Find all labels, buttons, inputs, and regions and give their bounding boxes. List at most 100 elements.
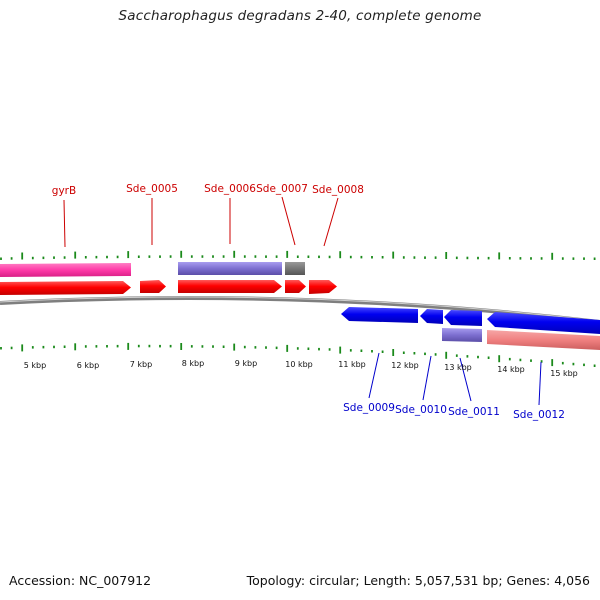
minor-tick <box>540 360 543 363</box>
gene-gyrB-bar[interactable] <box>0 263 131 277</box>
minor-tick <box>466 256 469 260</box>
minor-tick <box>254 255 257 258</box>
minor-tick <box>381 350 384 353</box>
minor-tick <box>466 355 469 358</box>
minor-tick <box>222 255 225 258</box>
cds-Sde_0012-arrow[interactable] <box>487 312 600 334</box>
minor-tick <box>572 257 575 260</box>
label-Sde_0009: Sde_0009 <box>343 402 395 414</box>
cds-gyrB-arrow[interactable] <box>0 281 131 295</box>
minor-tick <box>159 255 161 258</box>
minor-tick <box>169 344 172 348</box>
minor-tick <box>275 255 278 258</box>
major-tick <box>286 344 289 352</box>
major-tick <box>445 252 448 259</box>
minor-tick <box>583 363 585 367</box>
minor-tick <box>137 344 140 348</box>
major-tick <box>180 250 183 258</box>
cds-Sde_0009-arrow[interactable] <box>341 307 418 323</box>
major-tick <box>286 250 289 258</box>
minor-tick <box>318 255 320 259</box>
reverse-strand <box>341 307 600 350</box>
major-tick <box>339 251 342 259</box>
minor-tick <box>487 356 490 359</box>
reverse-label-leaders <box>368 352 542 406</box>
minor-tick <box>31 346 34 349</box>
cds-Sde_0007-arrow[interactable] <box>285 280 306 293</box>
minor-tick <box>487 256 490 260</box>
cds-Sde_0005-arrow[interactable] <box>140 280 166 293</box>
scale-label: 14 kbp <box>497 365 525 374</box>
genome-backbone <box>0 295 600 324</box>
minor-tick <box>593 257 596 260</box>
minor-tick <box>296 255 299 258</box>
gene-Sde_0011-bar[interactable] <box>442 328 482 342</box>
label-Sde_0010: Sde_0010 <box>395 404 447 416</box>
leader-Sde_0007 <box>281 196 296 246</box>
tick-row-bottom <box>0 342 596 367</box>
minor-tick <box>530 359 532 362</box>
minor-tick <box>53 256 55 259</box>
minor-tick <box>424 256 426 259</box>
tick-row-top <box>0 250 596 260</box>
minor-tick <box>42 345 45 349</box>
minor-tick <box>360 349 363 352</box>
minor-tick <box>455 256 458 260</box>
minor-tick <box>477 355 479 359</box>
leader-Sde_0010 <box>422 355 432 401</box>
accession-text: Accession: NC_007912 <box>9 573 152 588</box>
scale-labels: 5 kbp 6 kbp 7 kbp 8 kbp 9 kbp 10 kbp 11 … <box>24 359 578 378</box>
minor-tick <box>84 256 87 259</box>
label-Sde_0011: Sde_0011 <box>448 406 500 418</box>
minor-tick <box>381 256 384 259</box>
gene-Sde_0007-bar[interactable] <box>285 262 305 275</box>
cds-Sde_0010-arrow[interactable] <box>420 309 443 324</box>
label-Sde_0007: Sde_0007 <box>256 183 308 195</box>
minor-tick <box>413 352 416 355</box>
label-gyrB: gyrB <box>52 185 76 197</box>
cds-Sde_0011-arrow[interactable] <box>444 310 482 326</box>
minor-tick <box>190 255 193 258</box>
label-Sde_0005: Sde_0005 <box>126 183 178 195</box>
major-tick <box>21 252 24 260</box>
gene-Sde_0012-bar[interactable] <box>487 330 600 350</box>
major-tick <box>74 343 77 351</box>
cds-Sde_0006-arrow[interactable] <box>178 280 282 293</box>
leader-Sde_0012 <box>538 361 542 406</box>
minor-tick <box>0 347 2 350</box>
scale-label: 8 kbp <box>182 359 204 368</box>
major-tick <box>233 250 236 258</box>
forward-label-leaders <box>63 196 339 248</box>
minor-tick <box>455 354 458 357</box>
minor-tick <box>360 255 363 259</box>
minor-tick <box>561 257 564 260</box>
minor-tick <box>159 344 161 348</box>
minor-tick <box>519 358 522 362</box>
label-Sde_0006: Sde_0006 <box>204 183 256 195</box>
minor-tick <box>307 255 310 258</box>
scale-label: 12 kbp <box>391 361 419 370</box>
genome-summary-text: Topology: circular; Length: 5,057,531 bp… <box>246 573 590 588</box>
minor-tick <box>349 255 352 259</box>
major-tick <box>127 251 130 259</box>
minor-tick <box>201 255 204 258</box>
minor-tick <box>243 255 246 258</box>
major-tick <box>233 343 236 351</box>
minor-tick <box>95 345 98 348</box>
gene-Sde_0006-bar[interactable] <box>178 262 282 275</box>
minor-tick <box>106 255 108 259</box>
scale-label: 5 kbp <box>24 361 46 370</box>
cds-Sde_0008-arrow[interactable] <box>309 280 337 294</box>
minor-tick <box>349 349 352 352</box>
minor-tick <box>53 345 55 349</box>
minor-tick <box>116 344 119 348</box>
minor-tick <box>318 347 320 351</box>
minor-tick <box>424 352 426 356</box>
minor-tick <box>84 345 87 348</box>
minor-tick <box>434 256 437 259</box>
minor-tick <box>561 361 564 365</box>
minor-tick <box>413 256 416 259</box>
scale-label: 7 kbp <box>130 360 152 369</box>
scale-label: 6 kbp <box>77 361 99 370</box>
label-Sde_0012: Sde_0012 <box>513 409 565 421</box>
